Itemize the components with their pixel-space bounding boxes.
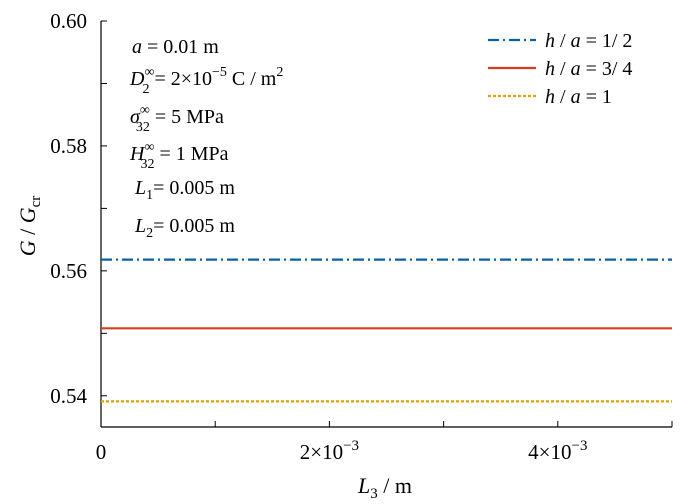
x-tick-label: 2×10−3	[300, 438, 359, 464]
y-axis-label: G / Gcr	[15, 196, 44, 257]
param-l1: L1= 0.005 m	[134, 177, 235, 203]
legend-label-2: h / a = 1	[545, 86, 612, 108]
param-d2: D∞ 2 = 2×10−5 C / m2	[129, 65, 283, 97]
y-tick-label: 0.58	[50, 134, 87, 158]
param-a: a = 0.01 m	[132, 36, 219, 58]
x-ticks: 0 2×10−3 4×10−3	[96, 421, 673, 464]
legend-label-1: h / a = 3/ 4	[545, 58, 632, 80]
y-tick-label: 0.60	[50, 9, 87, 33]
legend-label-0: h / a = 1/ 2	[545, 30, 632, 52]
param-l2: L2= 0.005 m	[134, 215, 235, 241]
legend: h / a = 1/ 2 h / a = 3/ 4 h / a = 1	[488, 30, 632, 108]
y-tick-label: 0.54	[50, 384, 87, 408]
series-lines	[101, 258, 672, 403]
x-tick-label: 0	[96, 440, 107, 464]
y-ticks: 0.54 0.56 0.58 0.60	[50, 9, 107, 408]
param-h32: H∞ 32 = 1 MPa	[129, 140, 229, 172]
x-tick-label: 4×10−3	[528, 438, 587, 464]
parameter-annotations: a = 0.01 m D∞ 2 = 2×10−5 C / m2 σ∞ 32 = 5 …	[129, 36, 283, 241]
y-tick-label: 0.56	[50, 259, 87, 283]
x-axis-label: L3 / m	[357, 473, 412, 502]
param-sigma32: σ∞ 32 = 5 MPa	[130, 103, 224, 135]
